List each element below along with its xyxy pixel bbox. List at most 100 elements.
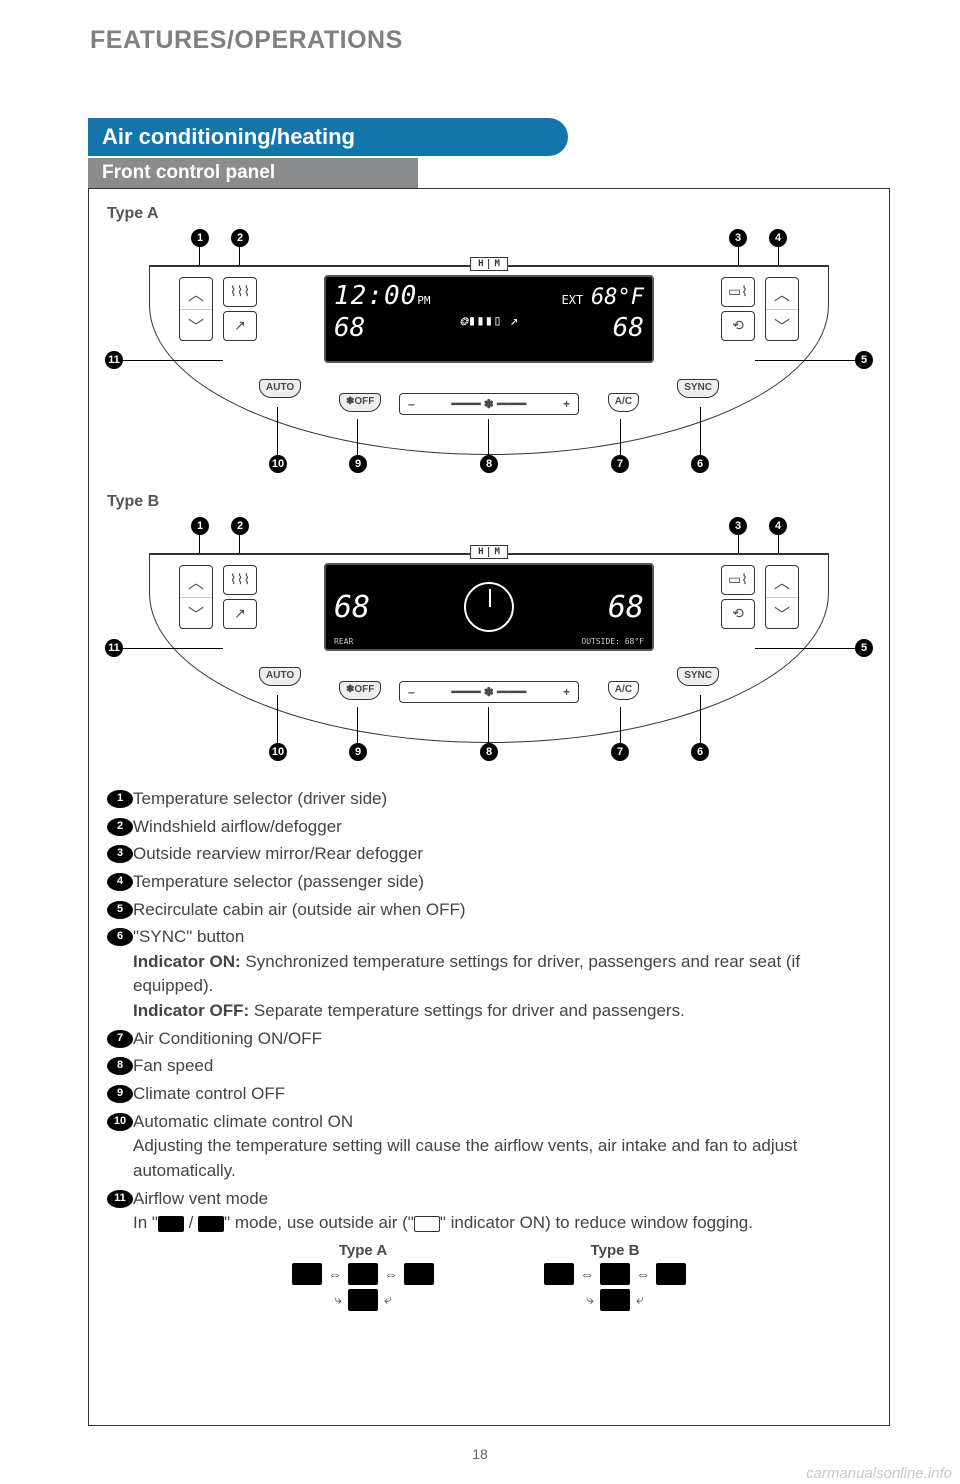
legend-11: Airflow vent mode In " / " mode, use out… (133, 1187, 871, 1236)
ac-button-b: A/C (608, 681, 639, 700)
type-a-label: Type A (107, 205, 871, 223)
mode-icon (656, 1263, 686, 1285)
legend-8: Fan speed (133, 1054, 871, 1079)
legend-num-8: 8 (107, 1057, 133, 1075)
callout-6: 6 (691, 455, 709, 473)
sync-button: SYNC (677, 379, 719, 398)
legend-num-7: 7 (107, 1030, 133, 1048)
callout-9: 9 (349, 455, 367, 473)
callout-b-5: 5 (855, 639, 873, 657)
screen-b: H M 68 68 REAR OUTSIDE: 68°F (324, 563, 654, 651)
callout-b-2: 2 (231, 517, 249, 535)
ext-temp: 68°F (591, 285, 644, 310)
off-button-b: ✽OFF (339, 681, 381, 700)
hm-h-b: H (473, 547, 489, 557)
hm-m-b: M (490, 547, 505, 557)
legend-num-1: 1 (107, 790, 133, 808)
mode-diagrams: Type A ⇔ ⇔ ⤷ ⤶ Type B ⇔ ⇔ ⤷ ⤶ (107, 1242, 871, 1311)
type-b-label: Type B (107, 493, 871, 511)
callout-b-6: 6 (691, 743, 709, 761)
rear-defog-btn: ▭⌇ (721, 277, 755, 307)
callout-10: 10 (269, 455, 287, 473)
hm-h: H (473, 259, 489, 269)
callout-5: 5 (855, 351, 873, 369)
hm-m: M (490, 259, 505, 269)
temp-up-down-left-b: ︿ ﹀ (179, 565, 213, 629)
legend: 1Temperature selector (driver side) 2Win… (107, 787, 871, 1236)
legend-5: Recirculate cabin air (outside air when … (133, 898, 871, 923)
legend-4: Temperature selector (passenger side) (133, 870, 871, 895)
ext-label: EXT (562, 293, 584, 307)
legend-1: Temperature selector (driver side) (133, 787, 871, 812)
sync-button-b: SYNC (677, 667, 719, 686)
callout-1: 1 (191, 229, 209, 247)
chevron-up-icon: ︿ (188, 569, 204, 593)
mode-col-a: Type A ⇔ ⇔ ⤷ ⤶ (292, 1242, 434, 1311)
legend-num-4: 4 (107, 873, 133, 891)
callout-11: 11 (105, 351, 123, 369)
page-title: FEATURES/OPERATIONS (90, 26, 403, 55)
content-box: Type A H M 12:00PM EXT 68°F 68 ❂▮▮▮▯ ↗ 6… (88, 188, 890, 1426)
callout-2: 2 (231, 229, 249, 247)
callout-b-8: 8 (480, 743, 498, 761)
callout-b-11: 11 (105, 639, 123, 657)
defog-icon: ⌇⌇⌇ (224, 278, 256, 298)
mode-icon (404, 1263, 434, 1285)
watermark: carmanualsonline.info (806, 1465, 952, 1482)
mode-icon (292, 1263, 322, 1285)
off-button: ✽OFF (339, 393, 381, 412)
legend-num-2: 2 (107, 818, 133, 836)
chevron-down-icon: ﹀ (774, 601, 790, 625)
legend-num-5: 5 (107, 901, 133, 919)
callout-3: 3 (729, 229, 747, 247)
vent-mode-btn-b: ↗ (223, 599, 257, 629)
callout-b-7: 7 (611, 743, 629, 761)
rear-defog-btn-b: ▭⌇ (721, 565, 755, 595)
callout-b-4: 4 (769, 517, 787, 535)
defog-windshield-btn-b: ⌇⌇⌇ (223, 565, 257, 595)
screen-a: H M 12:00PM EXT 68°F 68 ❂▮▮▮▯ ↗ 68 (324, 275, 654, 363)
temp-left-b: 68 (334, 590, 370, 625)
temp-right-b: 68 (608, 590, 644, 625)
callout-4: 4 (769, 229, 787, 247)
mode-icon (600, 1289, 630, 1311)
legend-6: "SYNC" button Indicator ON: Synchronized… (133, 925, 871, 1024)
ac-button: A/C (608, 393, 639, 412)
mode-icon (348, 1289, 378, 1311)
mode-icon (348, 1263, 378, 1285)
callout-b-9: 9 (349, 743, 367, 761)
fan-icon: ✽ (484, 397, 494, 411)
legend-num-10: 10 (107, 1113, 133, 1131)
sub-header: Front control panel (88, 158, 418, 188)
airflow-icon: ↗ (224, 312, 256, 332)
legend-10: Automatic climate control ON Adjusting t… (133, 1110, 871, 1184)
airflow-facefeet-icon (198, 1216, 224, 1232)
callout-b-1: 1 (191, 517, 209, 535)
mode-label-b: Type B (544, 1242, 686, 1259)
legend-num-11: 11 (107, 1190, 133, 1208)
fan-plus-b: + (563, 685, 570, 699)
outside-label: OUTSIDE: 68°F (581, 637, 644, 646)
chevron-down-icon: ﹀ (774, 313, 790, 337)
fan-plus: + (563, 397, 570, 411)
mode-label-a: Type A (292, 1242, 434, 1259)
auto-button-b: AUTO (259, 667, 301, 686)
callout-8: 8 (480, 455, 498, 473)
fan-bar: – ━━━━ ✽ ━━━━ + (399, 393, 579, 415)
recirc-icon: ⟲ (722, 312, 754, 332)
temp-up-down-right: ︿ ﹀ (765, 277, 799, 341)
fan-minus-b: – (408, 685, 415, 699)
fan-minus: – (408, 397, 415, 411)
chevron-down-icon: ﹀ (188, 313, 204, 337)
clock-time: 12:00 (334, 281, 417, 311)
fan-icon-b: ✽ (484, 685, 494, 699)
legend-num-3: 3 (107, 845, 133, 863)
airflow-face-icon (158, 1216, 184, 1232)
mode-icon (544, 1263, 574, 1285)
callout-b-3: 3 (729, 517, 747, 535)
temp-left: 68 (334, 313, 365, 343)
vent-mode-btn-l: ↗ (223, 311, 257, 341)
analog-clock (464, 582, 514, 632)
mode-icon (600, 1263, 630, 1285)
legend-7: Air Conditioning ON/OFF (133, 1027, 871, 1052)
